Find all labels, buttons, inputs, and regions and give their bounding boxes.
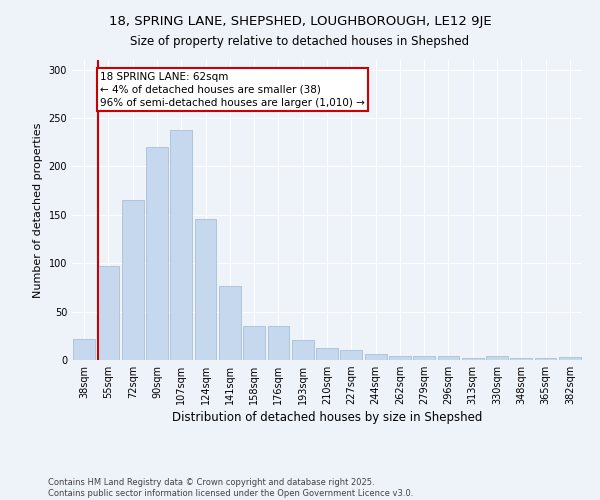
Bar (219, 286, 241, 360)
Bar (486, 356, 508, 360)
Bar (243, 326, 265, 360)
Bar (146, 147, 168, 360)
Bar (194, 218, 217, 360)
Bar (316, 348, 338, 360)
Bar (268, 326, 289, 360)
Text: Size of property relative to detached houses in Shepshed: Size of property relative to detached ho… (130, 35, 470, 48)
Bar (73, 338, 95, 360)
Bar (170, 130, 192, 360)
Bar (340, 350, 362, 360)
Text: 18 SPRING LANE: 62sqm
← 4% of detached houses are smaller (38)
96% of semi-detac: 18 SPRING LANE: 62sqm ← 4% of detached h… (100, 72, 365, 108)
Text: Contains HM Land Registry data © Crown copyright and database right 2025.
Contai: Contains HM Land Registry data © Crown c… (48, 478, 413, 498)
Bar (122, 200, 143, 360)
Bar (535, 358, 556, 360)
Bar (97, 266, 119, 360)
Bar (292, 340, 314, 360)
Text: 18, SPRING LANE, SHEPSHED, LOUGHBOROUGH, LE12 9JE: 18, SPRING LANE, SHEPSHED, LOUGHBOROUGH,… (109, 15, 491, 28)
Bar (365, 354, 386, 360)
X-axis label: Distribution of detached houses by size in Shepshed: Distribution of detached houses by size … (172, 412, 482, 424)
Bar (413, 356, 435, 360)
Bar (462, 358, 484, 360)
Bar (511, 358, 532, 360)
Y-axis label: Number of detached properties: Number of detached properties (33, 122, 43, 298)
Bar (389, 356, 411, 360)
Bar (559, 357, 581, 360)
Bar (437, 356, 460, 360)
